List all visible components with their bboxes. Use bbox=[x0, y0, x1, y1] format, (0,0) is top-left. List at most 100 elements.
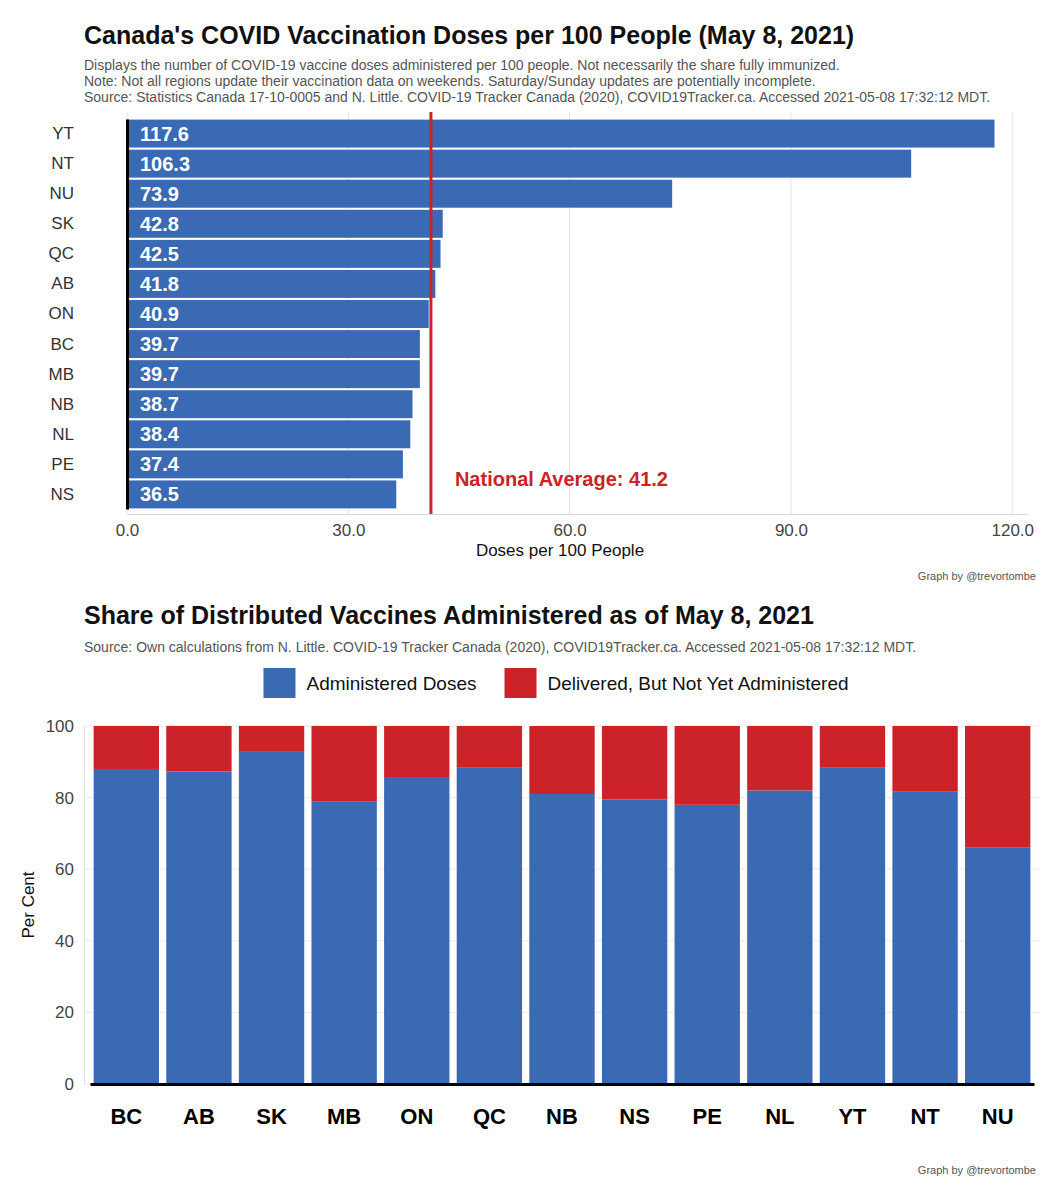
chart-2: Share of Distributed Vaccines Administer… bbox=[19, 601, 1040, 1176]
tick-label: NS bbox=[50, 485, 74, 504]
tick-label: PE bbox=[51, 455, 74, 474]
axis-title: Doses per 100 People bbox=[476, 541, 644, 560]
tick-label: 30.0 bbox=[332, 521, 365, 540]
tick: 60 bbox=[55, 860, 84, 879]
legend-swatch bbox=[263, 668, 295, 698]
tick: NU bbox=[49, 184, 74, 203]
tick: AB bbox=[51, 274, 74, 293]
tick: 120.0 bbox=[991, 514, 1034, 540]
legend-label: Administered Doses bbox=[306, 673, 476, 694]
tick: PE bbox=[51, 455, 74, 474]
y-axis: 020406080100 bbox=[46, 717, 85, 1094]
tick-label: 0.0 bbox=[116, 521, 140, 540]
tick: NB bbox=[546, 1104, 578, 1129]
bar bbox=[675, 805, 740, 1084]
tick: 0 bbox=[65, 1075, 84, 1094]
bar bbox=[94, 726, 159, 769]
bar bbox=[602, 726, 667, 799]
tick-label: NB bbox=[546, 1104, 578, 1129]
subtitle: Displays the number of COVID-19 vaccine … bbox=[84, 57, 840, 73]
legend-item: Administered Doses bbox=[263, 668, 476, 698]
bar bbox=[127, 330, 420, 358]
tick-label: MB bbox=[327, 1104, 361, 1129]
tick-label: SK bbox=[256, 1104, 287, 1129]
tick: 0.0 bbox=[116, 514, 140, 540]
bar bbox=[892, 791, 957, 1084]
bar bbox=[127, 180, 672, 208]
tick: YT bbox=[838, 1104, 867, 1129]
bar bbox=[127, 360, 420, 388]
data-label: 106.3 bbox=[140, 153, 190, 175]
tick: BC bbox=[110, 1104, 142, 1129]
bar bbox=[384, 726, 449, 778]
caption: Graph by @trevortombe bbox=[918, 1164, 1036, 1176]
tick: ON bbox=[400, 1104, 433, 1129]
bar bbox=[127, 300, 429, 328]
tick: NT bbox=[910, 1104, 940, 1129]
data-label: 41.8 bbox=[140, 273, 179, 295]
bar bbox=[127, 270, 435, 298]
bar bbox=[127, 390, 412, 418]
series bbox=[94, 751, 1031, 1084]
tick-label: 60 bbox=[55, 860, 74, 879]
bar bbox=[820, 767, 885, 1084]
data-label: 37.4 bbox=[140, 453, 180, 475]
tick-label: 20 bbox=[55, 1003, 74, 1022]
tick: 20 bbox=[55, 1003, 84, 1022]
tick: 60.0 bbox=[554, 514, 587, 540]
tick-label: 80 bbox=[55, 789, 74, 808]
tick-label: ON bbox=[400, 1104, 433, 1129]
tick-label: AB bbox=[51, 274, 74, 293]
bar bbox=[457, 767, 522, 1084]
legend-label: Delivered, But Not Yet Administered bbox=[548, 673, 849, 694]
bar bbox=[457, 726, 522, 767]
title: Canada's COVID Vaccination Doses per 100… bbox=[84, 21, 854, 49]
chart-1: Canada's COVID Vaccination Doses per 100… bbox=[49, 21, 1037, 582]
axis-line bbox=[126, 120, 129, 510]
bar bbox=[94, 769, 159, 1084]
tick: 100 bbox=[46, 717, 84, 736]
grid-line bbox=[1012, 112, 1013, 514]
tick-label: QC bbox=[49, 244, 75, 263]
tick: QC bbox=[49, 244, 75, 263]
data-label: 39.7 bbox=[140, 333, 179, 355]
subtitle: Source: Own calculations from N. Little.… bbox=[84, 639, 916, 655]
data-label: 42.5 bbox=[140, 243, 179, 265]
tick-label: MB bbox=[49, 365, 75, 384]
bar bbox=[127, 480, 396, 508]
tick-label: BC bbox=[110, 1104, 142, 1129]
tick-label: NS bbox=[619, 1104, 650, 1129]
bar bbox=[127, 210, 443, 238]
tick-label: NU bbox=[49, 184, 74, 203]
tick: AB bbox=[183, 1104, 215, 1129]
plot-area bbox=[94, 726, 1031, 1084]
bar bbox=[127, 150, 911, 178]
bar bbox=[127, 120, 995, 148]
bar bbox=[311, 801, 376, 1084]
data-label: 39.7 bbox=[140, 363, 179, 385]
bar bbox=[675, 726, 740, 805]
background bbox=[0, 0, 1059, 1200]
bar bbox=[384, 778, 449, 1084]
tick-label: NL bbox=[52, 425, 74, 444]
tick-label: NB bbox=[50, 395, 74, 414]
tick-label: 60.0 bbox=[554, 521, 587, 540]
subtitle: Source: Statistics Canada 17-10-0005 and… bbox=[84, 89, 990, 105]
bar bbox=[529, 794, 594, 1084]
series bbox=[94, 726, 1031, 848]
bar bbox=[166, 771, 231, 1084]
tick-label: 0 bbox=[65, 1075, 74, 1094]
tick: NS bbox=[50, 485, 74, 504]
data-label: 38.7 bbox=[140, 393, 179, 415]
grid bbox=[127, 112, 1012, 514]
tick-label: BC bbox=[50, 335, 74, 354]
bar bbox=[311, 726, 376, 801]
data-label: 42.8 bbox=[140, 213, 179, 235]
grid-line bbox=[127, 112, 128, 514]
annotation: National Average: 41.2 bbox=[455, 468, 668, 490]
data-labels: 117.6106.373.942.842.541.840.939.739.738… bbox=[140, 123, 190, 506]
tick: MB bbox=[327, 1104, 361, 1129]
axis-title: Per Cent bbox=[19, 871, 38, 938]
tick: 30.0 bbox=[332, 514, 365, 540]
bar bbox=[747, 790, 812, 1084]
